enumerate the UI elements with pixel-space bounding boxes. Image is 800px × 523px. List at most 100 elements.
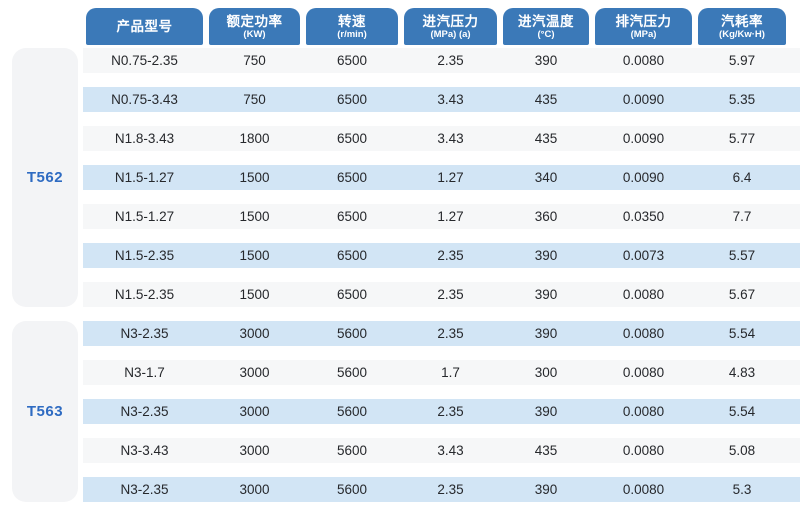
cell-inlet-steam-pressure: 3.43 <box>437 92 464 107</box>
cell-inlet-steam-temperature: 390 <box>534 53 558 68</box>
cell-inlet-steam-temperature: 390 <box>534 482 558 497</box>
column-header-rotation-speed: 转速 (r/min) <box>306 8 398 45</box>
model-group-label: T562 <box>12 48 78 307</box>
column-header-inlet-steam-pressure: 进汽压力 (MPa) (a) <box>404 8 497 45</box>
column-header-unit: (MPa) (a) <box>430 28 471 40</box>
cell-product-model: N1.5-2.35 <box>114 287 175 302</box>
table-row: N3-3.43 3000 5600 3.43 435 0.0080 5.08 <box>83 438 800 463</box>
cell-product-model: N3-2.35 <box>120 326 169 341</box>
cell-product-model: N3-3.43 <box>120 443 169 458</box>
model-group-rows: N3-2.35 3000 5600 2.35 390 0.0080 5.54 N… <box>83 321 800 502</box>
cell-steam-consumption-rate: 5.77 <box>728 131 756 146</box>
cell-product-model: N0.75-2.35 <box>111 53 178 68</box>
cell-exhaust-steam-pressure: 0.0080 <box>622 287 665 302</box>
column-header-unit: (Kg/Kw·H) <box>719 28 765 40</box>
table-row: N1.8-3.43 1800 6500 3.43 435 0.0090 5.77 <box>83 126 800 151</box>
cell-rotation-speed: 6500 <box>336 170 368 185</box>
cell-inlet-steam-temperature: 390 <box>534 404 558 419</box>
table-row: N3-2.35 3000 5600 2.35 390 0.0080 5.54 <box>83 321 800 346</box>
cell-steam-consumption-rate: 5.08 <box>728 443 756 458</box>
cell-exhaust-steam-pressure: 0.0090 <box>622 131 665 146</box>
cell-exhaust-steam-pressure: 0.0073 <box>622 248 665 263</box>
column-header-product-model: 产品型号 <box>86 8 203 45</box>
table-row: N1.5-2.35 1500 6500 2.35 390 0.0073 5.57 <box>83 243 800 268</box>
table-row: N1.5-1.27 1500 6500 1.27 360 0.0350 7.7 <box>83 204 800 229</box>
cell-inlet-steam-pressure: 1.7 <box>441 365 460 380</box>
column-header-rated-power: 额定功率 (KW) <box>209 8 300 45</box>
column-header-unit: (r/min) <box>337 28 367 40</box>
column-header-label: 进汽温度 <box>518 13 574 29</box>
cell-product-model: N1.5-1.27 <box>114 170 175 185</box>
cell-rotation-speed: 5600 <box>336 326 368 341</box>
cell-rotation-speed: 6500 <box>336 287 368 302</box>
cell-inlet-steam-temperature: 435 <box>534 92 558 107</box>
cell-inlet-steam-pressure: 1.27 <box>437 209 464 224</box>
cell-rated-power: 1500 <box>239 287 270 302</box>
cell-steam-consumption-rate: 6.4 <box>732 170 752 185</box>
cell-rotation-speed: 5600 <box>336 365 368 380</box>
cell-inlet-steam-temperature: 435 <box>534 443 558 458</box>
cell-rated-power: 3000 <box>239 365 270 380</box>
model-group-label: T563 <box>12 321 78 502</box>
cell-rated-power: 1800 <box>239 131 270 146</box>
column-header-unit: (°C) <box>537 28 555 40</box>
cell-steam-consumption-rate: 7.7 <box>732 209 752 224</box>
cell-product-model: N3-1.7 <box>124 365 165 380</box>
table-row: N3-2.35 3000 5600 2.35 390 0.0080 5.54 <box>83 399 800 424</box>
cell-inlet-steam-temperature: 340 <box>534 170 558 185</box>
cell-product-model: N1.8-3.43 <box>114 131 175 146</box>
table-row: N1.5-1.27 1500 6500 1.27 340 0.0090 6.4 <box>83 165 800 190</box>
cell-steam-consumption-rate: 5.97 <box>728 53 756 68</box>
column-header-label: 额定功率 <box>226 13 283 29</box>
cell-inlet-steam-pressure: 2.35 <box>437 482 464 497</box>
column-header-label: 进汽压力 <box>422 13 479 29</box>
table-row: N3-2.35 3000 5600 2.35 390 0.0080 5.3 <box>83 477 800 502</box>
cell-exhaust-steam-pressure: 0.0080 <box>622 53 665 68</box>
cell-exhaust-steam-pressure: 0.0080 <box>622 326 665 341</box>
cell-inlet-steam-temperature: 390 <box>534 287 558 302</box>
cell-inlet-steam-pressure: 3.43 <box>437 443 464 458</box>
cell-exhaust-steam-pressure: 0.0080 <box>622 365 665 380</box>
cell-inlet-steam-pressure: 2.35 <box>437 53 464 68</box>
cell-steam-consumption-rate: 5.35 <box>728 92 756 107</box>
cell-inlet-steam-temperature: 300 <box>534 365 558 380</box>
column-header-unit: (MPa) <box>630 28 657 40</box>
cell-rated-power: 1500 <box>239 248 270 263</box>
cell-rotation-speed: 6500 <box>336 209 368 224</box>
cell-rated-power: 1500 <box>239 209 270 224</box>
cell-inlet-steam-pressure: 1.27 <box>437 170 464 185</box>
table-row: N1.5-2.35 1500 6500 2.35 390 0.0080 5.67 <box>83 282 800 307</box>
cell-rotation-speed: 6500 <box>336 53 368 68</box>
cell-inlet-steam-pressure: 2.35 <box>437 287 464 302</box>
cell-exhaust-steam-pressure: 0.0350 <box>622 209 665 224</box>
cell-inlet-steam-temperature: 390 <box>534 248 558 263</box>
cell-rotation-speed: 6500 <box>336 131 368 146</box>
cell-rated-power: 3000 <box>239 404 270 419</box>
column-header-steam-consumption-rate: 汽耗率 (Kg/Kw·H) <box>698 8 786 45</box>
table-row: N3-1.7 3000 5600 1.7 300 0.0080 4.83 <box>83 360 800 385</box>
cell-rotation-speed: 5600 <box>336 482 368 497</box>
cell-rated-power: 3000 <box>239 443 270 458</box>
cell-steam-consumption-rate: 5.67 <box>728 287 756 302</box>
model-group: T563 N3-2.35 3000 5600 2.35 390 0.0080 5… <box>12 321 800 502</box>
cell-inlet-steam-temperature: 360 <box>534 209 558 224</box>
cell-inlet-steam-temperature: 390 <box>534 326 558 341</box>
model-group: T562 N0.75-2.35 750 6500 2.35 390 0.0080… <box>12 48 800 307</box>
cell-rotation-speed: 5600 <box>336 443 368 458</box>
table-row: N0.75-3.43 750 6500 3.43 435 0.0090 5.35 <box>83 87 800 112</box>
cell-exhaust-steam-pressure: 0.0090 <box>622 92 665 107</box>
model-group-rows: N0.75-2.35 750 6500 2.35 390 0.0080 5.97… <box>83 48 800 307</box>
cell-product-model: N1.5-2.35 <box>114 248 175 263</box>
cell-rated-power: 1500 <box>239 170 270 185</box>
column-header-unit: (KW) <box>243 28 266 40</box>
cell-rotation-speed: 6500 <box>336 92 368 107</box>
cell-steam-consumption-rate: 4.83 <box>728 365 756 380</box>
cell-product-model: N3-2.35 <box>120 482 169 497</box>
cell-steam-consumption-rate: 5.54 <box>728 404 756 419</box>
cell-rated-power: 750 <box>243 92 266 107</box>
cell-steam-consumption-rate: 5.3 <box>732 482 752 497</box>
column-header-label: 转速 <box>338 13 366 29</box>
cell-steam-consumption-rate: 5.54 <box>728 326 756 341</box>
cell-rotation-speed: 6500 <box>336 248 368 263</box>
